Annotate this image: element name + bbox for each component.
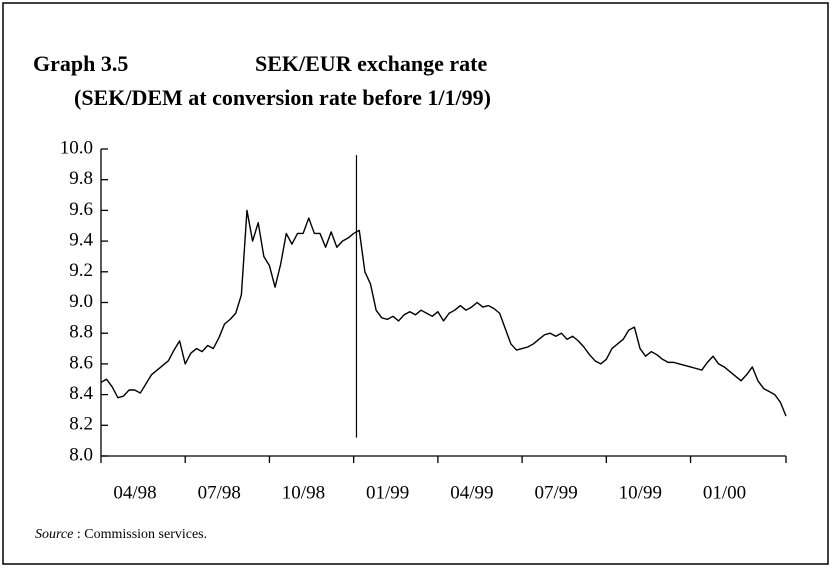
chart-subtitle: SEK/EUR exchange rate (255, 51, 487, 76)
chart-subtitle-2: (SEK/DEM at conversion rate before 1/1/9… (74, 85, 491, 110)
x-tick-label: 01/99 (366, 482, 409, 503)
y-tick-label: 8.2 (69, 414, 93, 435)
x-tick-label: 04/98 (113, 482, 156, 503)
y-tick-label: 8.6 (69, 352, 93, 373)
y-tick-label: 9.0 (69, 291, 93, 312)
y-tick-label: 9.2 (69, 260, 93, 281)
x-tick-label: 04/99 (450, 482, 493, 503)
x-tick-label: 07/98 (198, 482, 241, 503)
x-tick-label: 01/00 (703, 482, 746, 503)
y-tick-label: 8.4 (69, 383, 93, 404)
chart-title: Graph 3.5 (33, 51, 128, 76)
y-tick-label: 9.4 (69, 229, 93, 250)
source-label: Source (35, 527, 73, 542)
x-tick-label: 10/98 (282, 482, 325, 503)
y-tick-label: 10.0 (60, 137, 93, 158)
y-tick-label: 9.6 (69, 199, 93, 220)
y-tick-label: 9.8 (69, 168, 93, 189)
line-series (100, 209, 787, 417)
x-tick-label: 10/99 (619, 482, 662, 503)
x-tick-label: 07/99 (534, 482, 577, 503)
source-text: : Commission services. (73, 527, 207, 542)
y-tick-label: 8.8 (69, 322, 93, 343)
y-tick-label: 8.0 (69, 444, 93, 465)
source: Source : Commission services. (35, 527, 207, 542)
